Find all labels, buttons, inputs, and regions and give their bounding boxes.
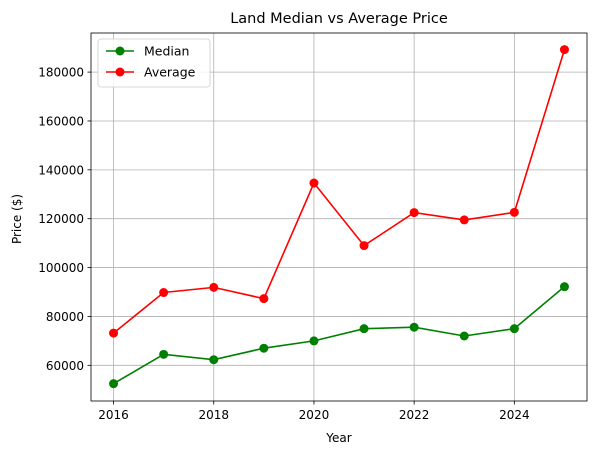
data-point-average bbox=[459, 215, 469, 225]
x-tick-label: 2016 bbox=[98, 408, 129, 422]
y-tick-label: 60000 bbox=[46, 359, 84, 373]
data-point-average bbox=[359, 241, 369, 251]
legend-marker-median bbox=[115, 46, 125, 56]
data-point-median bbox=[459, 331, 469, 341]
data-point-average bbox=[309, 178, 319, 188]
chart-title: Land Median vs Average Price bbox=[230, 11, 448, 27]
data-point-median bbox=[509, 324, 519, 334]
data-point-median bbox=[259, 343, 269, 353]
data-point-average bbox=[259, 294, 269, 304]
y-tick-label: 100000 bbox=[38, 261, 84, 275]
data-point-average bbox=[409, 208, 419, 218]
plot-frame bbox=[90, 32, 588, 402]
data-point-median bbox=[109, 379, 119, 389]
data-point-average bbox=[159, 288, 169, 298]
data-point-median bbox=[309, 336, 319, 346]
data-point-median bbox=[359, 324, 369, 334]
series-line-average bbox=[113, 49, 566, 334]
data-point-median bbox=[159, 349, 169, 359]
y-tick-label: 140000 bbox=[38, 163, 84, 177]
data-point-median bbox=[209, 355, 219, 365]
series-group bbox=[109, 45, 569, 389]
data-point-average bbox=[509, 207, 519, 217]
legend: Median Average bbox=[97, 38, 211, 88]
x-tick-label: 2022 bbox=[399, 408, 430, 422]
data-point-average bbox=[559, 45, 569, 55]
x-axis-ticks: 2016 2018 2020 2022 2024 bbox=[98, 401, 530, 422]
y-axis-label: Price ($) bbox=[10, 194, 24, 244]
series-line-median bbox=[113, 286, 565, 385]
data-point-median bbox=[409, 322, 419, 332]
legend-label-average: Average bbox=[144, 65, 196, 80]
data-point-average bbox=[209, 282, 219, 292]
x-tick-label: 2018 bbox=[198, 408, 229, 422]
y-axis-ticks: 60000 80000 100000 120000 140000 160000 180000 bbox=[38, 66, 91, 373]
y-tick-label: 180000 bbox=[38, 66, 84, 80]
legend-label-median: Median bbox=[144, 44, 189, 59]
legend-marker-average bbox=[115, 67, 125, 77]
x-axis-label: Year bbox=[325, 431, 351, 445]
data-point-average bbox=[109, 328, 119, 338]
x-tick-label: 2024 bbox=[499, 408, 530, 422]
data-point-median bbox=[559, 282, 569, 292]
y-tick-label: 120000 bbox=[38, 212, 84, 226]
x-tick-label: 2020 bbox=[299, 408, 330, 422]
y-tick-label: 160000 bbox=[38, 114, 84, 128]
y-tick-label: 80000 bbox=[46, 310, 84, 324]
